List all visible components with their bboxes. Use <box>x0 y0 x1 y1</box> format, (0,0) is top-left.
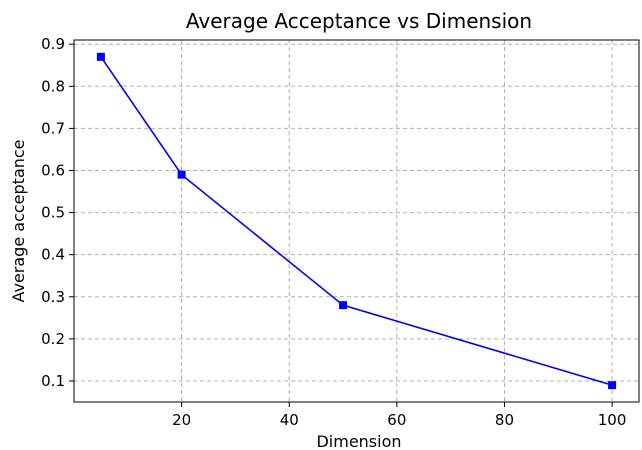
y-tick-label: 0.4 <box>41 246 65 264</box>
y-axis-label: Average acceptance <box>9 139 28 302</box>
plot-frame <box>73 39 640 403</box>
y-tick-label: 0.5 <box>41 204 65 222</box>
x-axis-label: Dimension <box>316 432 401 450</box>
data-point-marker <box>177 170 186 179</box>
x-tick-label: 40 <box>280 411 299 429</box>
y-tick-label: 0.1 <box>41 372 65 390</box>
data-point-marker <box>608 381 617 390</box>
data-point-marker <box>339 301 348 310</box>
x-tick-label: 20 <box>172 411 191 429</box>
y-tick-label: 0.3 <box>41 288 65 306</box>
series-line <box>100 56 613 386</box>
y-tick-label: 0.6 <box>41 161 65 179</box>
x-tick-label: 100 <box>598 411 627 429</box>
x-tick-label: 60 <box>387 411 406 429</box>
y-tick-label: 0.8 <box>41 77 65 95</box>
y-tick-label: 0.7 <box>41 119 65 137</box>
y-tick-label: 0.2 <box>41 330 65 348</box>
axis-ticks: 20 40 60 80 100 0.1 0.2 0.3 0.4 0.5 0.6 0.7 0.8 0.9 <box>41 35 626 429</box>
data-point-marker <box>96 52 105 61</box>
y-tick-label: 0.9 <box>41 35 65 53</box>
series-layer <box>96 52 617 390</box>
grid-lines <box>74 40 639 402</box>
chart-title: Average Acceptance vs Dimension <box>186 9 532 33</box>
x-tick-label: 80 <box>495 411 514 429</box>
